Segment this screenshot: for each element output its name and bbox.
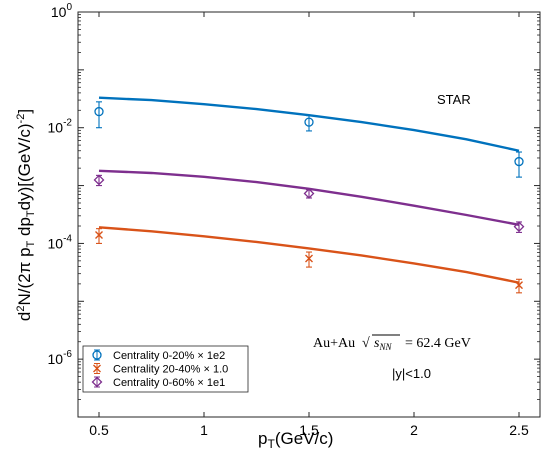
data-point	[515, 281, 523, 290]
data-point	[91, 376, 103, 388]
data-point	[93, 364, 101, 373]
data-point	[93, 174, 105, 186]
energy-annotation: Au+Au √ sNN = 62.4 GeV	[313, 334, 471, 352]
data-point	[303, 188, 315, 199]
data-point	[305, 254, 313, 263]
data-point	[92, 350, 102, 360]
system-label: Au+Au	[313, 336, 355, 351]
sqrt-symbol: √	[362, 336, 370, 351]
data-point	[513, 221, 525, 233]
data-point	[94, 106, 104, 117]
y-tick-label: 10-6	[48, 349, 73, 367]
x-tick-label: 1.5	[299, 422, 319, 438]
y-tick-label: 10-2	[48, 118, 73, 136]
y-tick-label: 10-4	[48, 233, 73, 251]
y-tick-label: 100	[51, 2, 73, 20]
legend-entry-2: Centrality 0-60% × 1e1	[113, 377, 225, 389]
experiment-label: STAR	[437, 92, 471, 107]
data-point	[514, 156, 524, 167]
sqrt-s-label: sNN	[374, 336, 392, 352]
x-tick-label: 0.5	[89, 422, 109, 438]
legend-entry-0: Centrality 0-20% × 1e2	[113, 350, 225, 362]
legend: Centrality 0-20% × 1e2 Centrality 20-40% …	[82, 345, 249, 393]
rapidity-label: |y|<1.0	[392, 366, 431, 381]
fit-curve	[98, 226, 520, 284]
plot-area: 0.5 1 1.5 2 2.5 10-6 10-4 10-2 100	[48, 2, 541, 438]
x-axis-label: pT(GeV/c)	[258, 429, 333, 451]
series-2	[93, 169, 525, 233]
legend-entry-1: Centrality 20-40% × 1.0	[113, 364, 228, 376]
y-axis-label: d2N/(2π pT dpTdy)[(GeV/c)-2]	[15, 109, 37, 321]
data-point	[95, 230, 103, 239]
x-tick-label: 1	[200, 422, 208, 438]
legend-box	[82, 345, 249, 393]
series-0	[94, 96, 524, 178]
x-tick-label: 2	[410, 422, 418, 438]
x-tick-label: 2.5	[509, 422, 529, 438]
series-1	[95, 226, 523, 294]
energy-value: = 62.4 GeV	[405, 336, 471, 351]
data-point	[304, 117, 314, 127]
